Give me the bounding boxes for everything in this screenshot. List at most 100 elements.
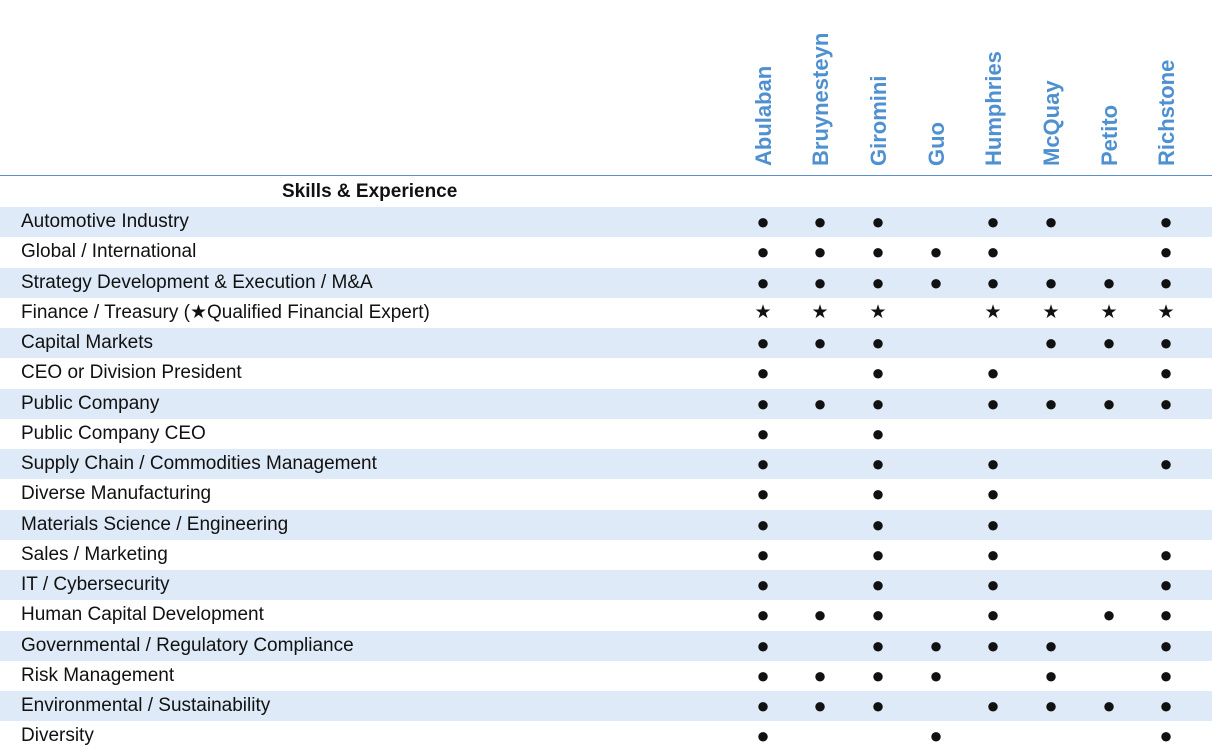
skill-label: Diversity [21,725,94,747]
dot-icon: ● [756,693,770,718]
dot-icon: ● [871,632,885,658]
table-row: Environmental / Sustainability ● ● ● ● ● ● ● [0,691,1212,722]
dot-icon: ● [871,602,885,628]
dot-icon: ● [929,723,943,749]
table-row: Governmental / Regulatory Compliance ● ● ● ●… [0,630,1212,661]
dot-icon: ● [871,209,885,234]
table-row: Public Company ● ● ● ● ● ● ● [0,388,1212,419]
dot-icon: ● [1159,693,1173,718]
dot-icon: ● [813,602,827,628]
dot-icon: ● [756,602,770,628]
dot-icon: ● [871,693,885,718]
director-name-guo: Guo [924,122,949,166]
dot-icon: ● [986,451,1000,476]
dot-icon: ● [1159,632,1173,658]
dot-icon: ● [929,239,943,265]
skill-label: Diverse Manufacturing [21,483,212,505]
dot-icon: ● [813,330,827,355]
skill-label: Risk Management [21,664,175,686]
section-title: Skills & Experience [282,181,458,202]
skill-label: Capital Markets [21,332,153,353]
table-row: Global / International ● ● ● ● ● ● [0,237,1212,267]
skill-label: Public Company [21,392,160,414]
skill-label: Finance / Treasury (★Qualified Financial… [21,301,430,323]
dot-icon: ● [871,451,885,476]
dot-icon: ● [986,541,1000,567]
dot-icon: ● [756,632,770,658]
dot-icon: ● [871,360,885,386]
dot-icon: ● [1159,572,1173,597]
skill-label: IT / Cybersecurity [21,574,170,595]
director-name-petito: Petito [1097,104,1122,166]
star-icon: ★ [811,301,829,323]
dot-icon: ● [756,572,770,597]
dot-icon: ● [1102,602,1116,628]
table-row: Diverse Manufacturing ● ● ● [0,479,1212,509]
dot-icon: ● [1102,390,1116,416]
dot-icon: ● [813,662,827,688]
dot-icon: ● [1159,662,1173,688]
dot-icon: ● [1102,330,1116,355]
dot-icon: ● [1102,693,1116,718]
director-name-bruynesteyn: Bruynesteyn [808,32,833,166]
director-name-mcquay: McQuay [1039,80,1064,166]
skill-label: Supply Chain / Commodities Management [21,453,377,474]
director-name-giromini: Giromini [866,75,891,166]
dot-icon: ● [756,360,770,386]
dot-icon: ● [756,330,770,355]
skill-label: CEO or Division President [21,362,242,384]
star-icon: ★ [754,301,772,323]
table-row: Automotive Industry ● ● ● ● ● ● [0,207,1212,238]
director-name-abulaban: Abulaban [751,65,776,166]
dot-icon: ● [929,269,943,295]
dot-icon: ● [813,239,827,265]
header-divider [0,175,1212,176]
dot-icon: ● [1159,360,1173,386]
skill-label: Environmental / Sustainability [21,695,271,716]
dot-icon: ● [756,269,770,295]
dot-icon: ● [756,420,770,446]
skills-matrix: Automotive Industry ● ● ● ● ● ● Global / Intern… [0,207,1212,752]
table-row: Materials Science / Engineering ● ● ● [0,509,1212,540]
dot-icon: ● [756,209,770,234]
table-row: Supply Chain / Commodities Management ● ● ●… [0,449,1212,480]
dot-icon: ● [756,239,770,265]
dot-icon: ● [1159,330,1173,355]
table-row: CEO or Division President ● ● ● ● [0,358,1212,388]
table-row: Risk Management ● ● ● ● ● ● [0,661,1212,691]
dot-icon: ● [871,269,885,295]
dot-icon: ● [1044,390,1058,416]
dot-icon: ● [1044,693,1058,718]
dot-icon: ● [1044,209,1058,234]
dot-icon: ● [871,239,885,265]
director-name-richstone: Richstone [1154,59,1179,166]
dot-icon: ● [1044,330,1058,355]
dot-icon: ● [871,481,885,507]
director-header: Abulaban Bruynesteyn Giromini Guo Humphr… [0,0,1212,174]
dot-icon: ● [756,541,770,567]
dot-icon: ● [756,481,770,507]
table-row: Public Company CEO ● ● [0,419,1212,449]
dot-icon: ● [1159,269,1173,295]
skill-label: Global / International [21,241,197,263]
table-row: Diversity ● ● ● [0,721,1212,751]
dot-icon: ● [929,632,943,658]
dot-icon: ● [756,662,770,688]
table-row: Finance / Treasury (★Qualified Financial… [0,298,1212,328]
star-icon: ★ [1042,301,1060,323]
dot-icon: ● [1159,541,1173,567]
skill-label: Sales / Marketing [21,543,168,565]
star-icon: ★ [984,301,1002,323]
dot-icon: ● [986,269,1000,295]
dot-icon: ● [1159,209,1173,234]
dot-icon: ● [986,572,1000,597]
dot-icon: ● [986,602,1000,628]
table-row: Human Capital Development ● ● ● ● ● ● [0,600,1212,630]
dot-icon: ● [929,662,943,688]
skill-label: Automotive Industry [21,211,189,232]
star-icon: ★ [1100,301,1118,323]
star-icon: ★ [869,301,887,323]
dot-icon: ● [871,511,885,537]
dot-icon: ● [813,693,827,718]
dot-icon: ● [1159,723,1173,749]
